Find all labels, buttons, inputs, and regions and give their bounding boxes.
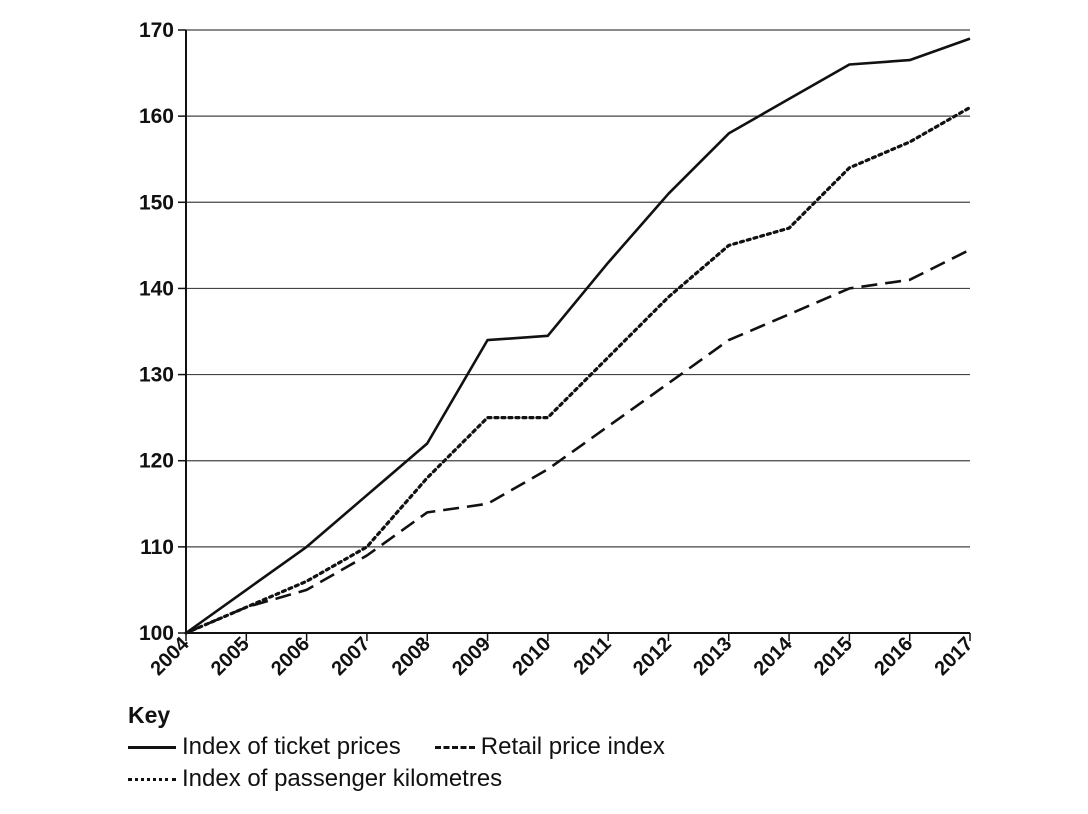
y-tick-label: 120 xyxy=(139,450,174,473)
legend-row-1: Index of ticket prices Retail price inde… xyxy=(128,731,699,763)
y-tick-label: 140 xyxy=(139,277,174,300)
legend-label-passenger-km: Index of passenger kilometres xyxy=(182,765,503,792)
x-tick-label: 2014 xyxy=(750,632,798,680)
gridlines xyxy=(186,29,970,548)
y-tick-label: 100 xyxy=(139,622,174,645)
legend-item-passenger-km: Index of passenger kilometres xyxy=(128,765,502,793)
legend-label-ticket-prices: Index of ticket prices xyxy=(182,733,401,760)
legend-item-retail-price: Retail price index xyxy=(434,733,665,761)
y-tick-label: 150 xyxy=(139,191,174,214)
line-chart: 100 110 120 130 140 150 160 170 2004 2005 2006 200… xyxy=(139,19,978,680)
legend-row-2: Index of passenger kilometres xyxy=(128,763,699,795)
series-line-dashed xyxy=(185,248,971,635)
series-line-solid xyxy=(185,37,971,635)
series-lines xyxy=(184,37,972,635)
legend-label-retail-price: Retail price index xyxy=(480,733,665,760)
y-tick-label: 160 xyxy=(139,105,174,128)
y-axis-ticks: 100 110 120 130 140 150 160 170 xyxy=(139,19,186,645)
dashed-line-icon xyxy=(434,745,475,749)
legend-title: Key xyxy=(128,702,171,728)
legend: Key Index of ticket prices Retail price … xyxy=(128,702,699,795)
series-line-dotted xyxy=(184,105,972,635)
solid-line-icon xyxy=(128,745,176,749)
axes xyxy=(185,30,970,634)
y-tick-label: 170 xyxy=(139,19,174,42)
legend-item-ticket-prices: Index of ticket prices xyxy=(128,733,401,761)
dotted-line-icon xyxy=(128,777,176,781)
x-axis-ticks: 2004 2005 2006 2007 2008 2009 2010 2011 2012 2013… xyxy=(147,632,978,680)
y-tick-label: 130 xyxy=(139,364,174,387)
y-tick-label: 110 xyxy=(140,536,174,559)
